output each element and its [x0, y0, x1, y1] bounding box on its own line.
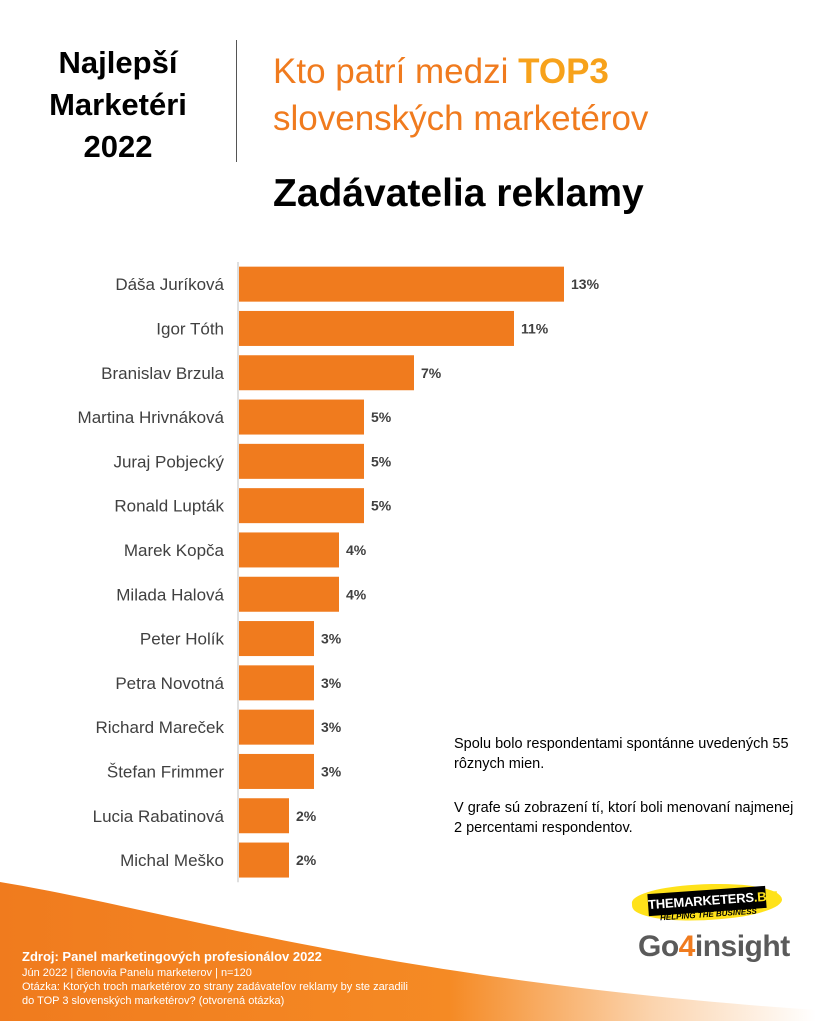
- value-label: 5%: [371, 409, 392, 425]
- bar: [239, 266, 564, 302]
- value-label: 2%: [296, 852, 317, 868]
- bar: [239, 621, 314, 657]
- bar: [239, 709, 314, 745]
- headline-part1: Kto patrí medzi: [273, 52, 519, 91]
- source-title: Zdroj: Panel marketingových profesionálo…: [22, 949, 322, 964]
- value-label: 3%: [321, 675, 342, 691]
- category-label: Milada Halová: [116, 585, 224, 604]
- value-label: 3%: [321, 631, 342, 647]
- footer-orange-band: [0, 882, 816, 1021]
- bar: [239, 310, 514, 346]
- category-label: Dáša Juríková: [115, 275, 224, 294]
- value-label: 2%: [296, 808, 317, 824]
- header-divider: [236, 40, 237, 162]
- category-label: Martina Hrivnáková: [78, 408, 225, 427]
- bar-chart: Dáša Juríková 13% Igor Tóth 11% Branislav Br…: [78, 262, 600, 883]
- category-label: Štefan Frimmer: [107, 762, 224, 781]
- note-total-names: Spolu bolo respondentami spontánne uvede…: [454, 736, 789, 772]
- category-label: Lucia Rabatinová: [93, 807, 225, 826]
- headline-highlight: TOP3: [518, 52, 609, 91]
- source-line2: Otázka: Ktorých troch marketérov zo stra…: [22, 981, 408, 993]
- bar: [239, 488, 364, 524]
- category-label: Michal Meško: [120, 851, 224, 870]
- category-label: Igor Tóth: [156, 319, 224, 338]
- chart-subtitle: Zadávatelia reklamy: [273, 172, 644, 215]
- source-line3: do TOP 3 slovenských marketérov? (otvore…: [22, 995, 285, 1007]
- category-label: Marek Kopča: [124, 541, 225, 560]
- category-label: Branislav Brzula: [101, 364, 224, 383]
- category-label: Richard Mareček: [96, 718, 225, 737]
- bar: [239, 355, 414, 391]
- bar: [239, 798, 289, 834]
- source-line1: Jún 2022 | členovia Panelu marketerov | …: [22, 967, 252, 979]
- headline-line2: slovenských marketérov: [273, 99, 649, 138]
- value-label: 7%: [421, 365, 442, 381]
- bar: [239, 532, 339, 568]
- value-label: 5%: [371, 453, 392, 469]
- category-label: Juraj Pobjecký: [113, 452, 224, 471]
- bar: [239, 842, 289, 878]
- value-label: 3%: [321, 719, 342, 735]
- note-threshold: V grafe sú zobrazení tí, ktorí boli meno…: [454, 800, 794, 836]
- bar: [239, 753, 314, 789]
- bar: [239, 665, 314, 701]
- value-label: 13%: [571, 276, 600, 292]
- brand-title: Najlepší Marketéri 2022: [20, 42, 216, 168]
- bar: [239, 576, 339, 612]
- value-label: 3%: [321, 763, 342, 779]
- headline: Kto patrí medzi TOP3 slovenských marketé…: [273, 48, 648, 142]
- category-label: Peter Holík: [140, 630, 225, 649]
- bar: [239, 399, 364, 435]
- brand-title-line1: Najlepší: [58, 45, 178, 80]
- value-label: 11%: [521, 320, 549, 336]
- category-label: Ronald Lupták: [114, 497, 224, 516]
- go4insight-logo: Go4insight: [638, 930, 790, 963]
- bar: [239, 443, 364, 479]
- category-label: Petra Novotná: [115, 674, 224, 693]
- brand-title-line3: 2022: [83, 129, 153, 164]
- value-label: 4%: [346, 542, 367, 558]
- source-block: Zdroj: Panel marketingových profesionálo…: [22, 948, 542, 1008]
- value-label: 5%: [371, 498, 392, 514]
- brand-title-line2: Marketéri: [49, 87, 187, 122]
- value-label: 4%: [346, 586, 367, 602]
